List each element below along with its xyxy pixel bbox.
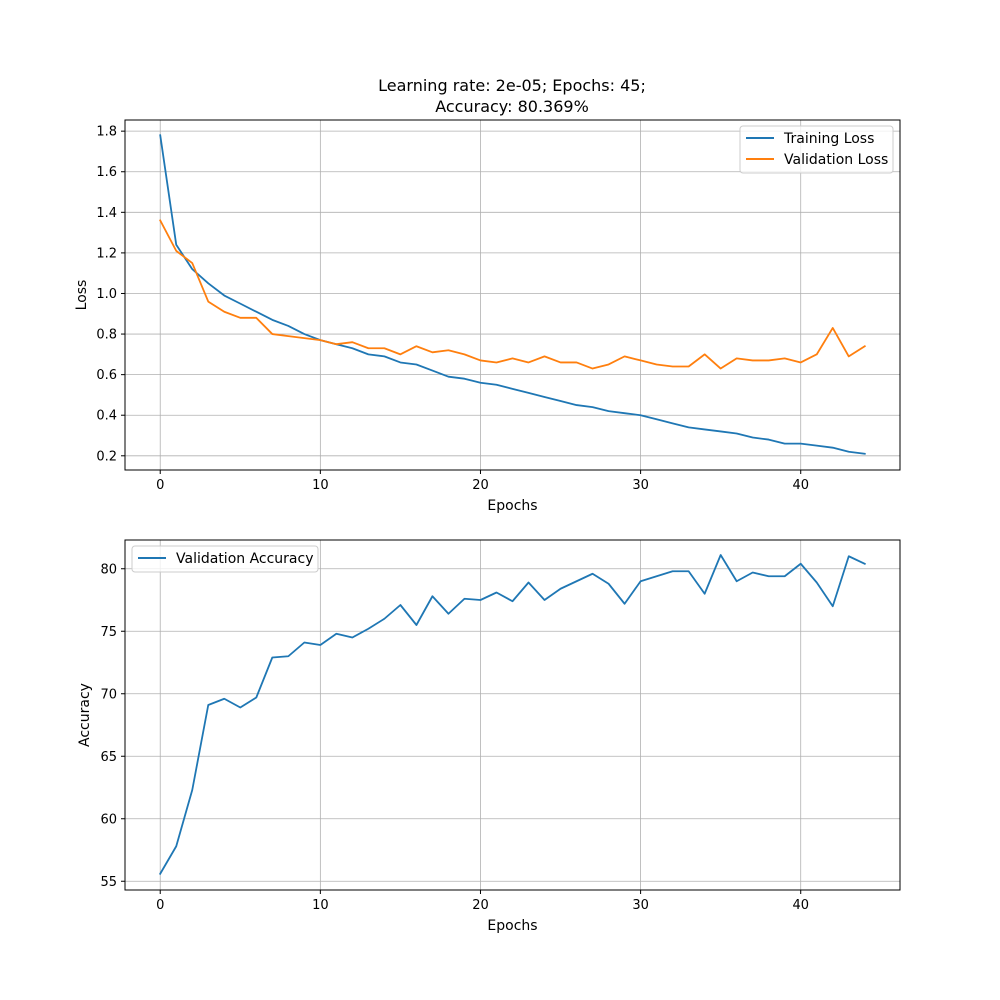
loss-y-tick-label: 1.6 <box>96 165 117 180</box>
accuracy-x-tick-label: 40 <box>792 898 809 913</box>
accuracy-y-tick-label: 80 <box>100 562 117 577</box>
accuracy-series-lines <box>158 554 866 875</box>
loss-y-tick-label: 1.8 <box>96 125 117 140</box>
loss-x-tick-label: 0 <box>156 478 164 493</box>
accuracy-y-tick-label: 60 <box>100 812 117 827</box>
accuracy-x-tick-label: 30 <box>632 898 649 913</box>
loss-series-lines <box>159 134 867 455</box>
series-line-training-loss <box>159 134 866 455</box>
loss-y-tick-label: 1.2 <box>96 246 117 261</box>
accuracy-ticks: 0 10 20 30 40 55 60 65 70 75 80 <box>100 562 809 913</box>
accuracy-x-axis-label: Epochs <box>487 918 537 934</box>
accuracy-x-tick-label: 20 <box>472 898 489 913</box>
loss-chart: Learning rate: 2e-05; Epochs: 45; Accura… <box>74 76 901 514</box>
loss-legend-box <box>739 125 894 174</box>
accuracy-x-tick-label: 10 <box>312 898 329 913</box>
loss-gridlines <box>125 120 900 470</box>
accuracy-x-tick-label: 0 <box>156 898 164 913</box>
legend-label-validation-loss: Validation Loss <box>784 152 888 168</box>
accuracy-legend-box <box>131 545 319 573</box>
accuracy-y-axis-label: Accuracy <box>77 683 93 747</box>
accuracy-legend: Validation Accuracy <box>131 545 319 573</box>
loss-y-axis-label: Loss <box>74 280 90 311</box>
accuracy-axes-frame <box>124 539 901 891</box>
loss-x-axis-label: Epochs <box>487 498 537 514</box>
legend-label-validation-accuracy: Validation Accuracy <box>176 551 314 567</box>
chart-title-line-1: Learning rate: 2e-05; Epochs: 45; <box>378 76 646 95</box>
series-line-validation-accuracy <box>158 554 866 875</box>
accuracy-y-tick-label: 65 <box>100 750 117 765</box>
loss-y-tick-label: 0.2 <box>96 449 117 464</box>
series-line-validation-loss <box>159 219 867 370</box>
loss-y-tick-label: 1.4 <box>96 206 117 221</box>
loss-y-tick-label: 0.4 <box>96 409 117 424</box>
accuracy-chart: 0 10 20 30 40 55 60 65 70 75 80 Epochs Accuracy Va… <box>77 539 901 934</box>
loss-x-tick-label: 30 <box>632 478 649 493</box>
loss-y-tick-label: 0.6 <box>96 368 117 383</box>
accuracy-y-tick-label: 55 <box>100 875 117 890</box>
legend-label-training-loss: Training Loss <box>783 131 874 147</box>
loss-axes-frame <box>124 119 901 471</box>
loss-x-tick-label: 20 <box>472 478 489 493</box>
loss-y-tick-label: 1.0 <box>96 287 117 302</box>
loss-ticks: 0 10 20 30 40 0.2 0.4 0.6 0.8 1.0 1.2 1.4 1.6 1.8 <box>96 125 809 493</box>
accuracy-y-tick-label: 75 <box>100 625 117 640</box>
accuracy-y-tick-label: 70 <box>100 687 117 702</box>
loss-legend: Training Loss Validation Loss <box>739 125 894 174</box>
chart-title-line-2: Accuracy: 80.369% <box>435 97 589 116</box>
loss-y-tick-label: 0.8 <box>96 328 117 343</box>
loss-x-tick-label: 40 <box>792 478 809 493</box>
loss-x-tick-label: 10 <box>312 478 329 493</box>
accuracy-gridlines <box>125 540 900 890</box>
